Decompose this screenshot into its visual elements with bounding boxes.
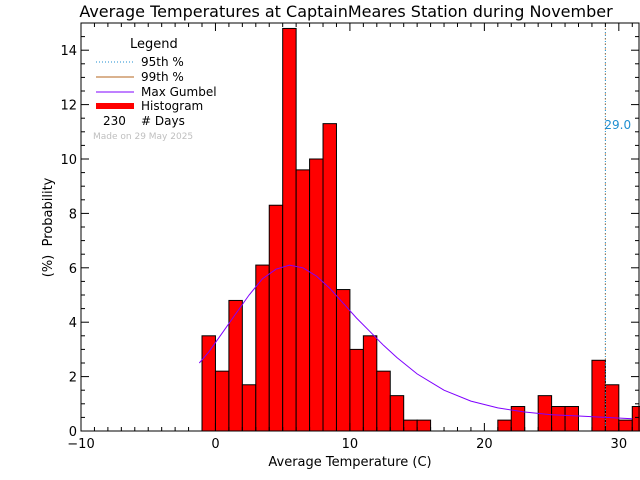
y-tick-label: 8 xyxy=(69,207,77,222)
y-tick-label: 14 xyxy=(60,44,77,59)
legend-days-count: 230 xyxy=(103,114,126,128)
histogram-bar xyxy=(268,204,284,432)
x-axis-label: Average Temperature (C) xyxy=(268,455,431,470)
y-axis-unit: (%) xyxy=(41,255,56,278)
histogram-bar xyxy=(618,419,633,432)
percentile-95-label: 29.0 xyxy=(604,118,631,132)
histogram-bar xyxy=(564,406,579,432)
histogram-bar xyxy=(335,289,351,432)
histogram-bar xyxy=(376,370,391,432)
x-tick-label: 10 xyxy=(342,437,359,452)
x-tick-label: −10 xyxy=(67,437,94,452)
histogram-bar xyxy=(551,406,566,432)
histogram-bar xyxy=(349,348,364,432)
histogram-bar xyxy=(389,395,405,432)
histogram-bar xyxy=(403,419,418,432)
histogram-bar xyxy=(322,123,337,432)
x-tick-label: 30 xyxy=(611,437,628,452)
gumbel-curve xyxy=(198,264,633,420)
histogram-bar xyxy=(201,335,216,432)
legend-title: Legend xyxy=(130,37,178,52)
chart-title: Average Temperatures at CaptainMeares St… xyxy=(79,2,613,21)
histogram-bar xyxy=(241,384,257,432)
x-tick-label: 20 xyxy=(476,437,493,452)
x-axis: −10 0 10 20 30 xyxy=(67,23,633,452)
y-axis-label: Probability xyxy=(41,177,56,246)
made-on-note: Made on 29 May 2025 xyxy=(93,132,193,142)
histogram-bar xyxy=(282,27,297,432)
y-tick-label: 6 xyxy=(69,262,77,277)
legend-label-histogram: Histogram xyxy=(141,99,203,113)
histogram-bar xyxy=(362,335,378,432)
legend-label-99: 99th % xyxy=(141,70,184,84)
y-tick-label: 2 xyxy=(69,371,77,386)
y-tick-label: 4 xyxy=(69,316,77,331)
legend: Legend 95th % 99th % Max Gumbel Histogra… xyxy=(93,37,217,142)
histogram-bar xyxy=(416,419,432,432)
legend-days-label: # Days xyxy=(141,114,185,128)
y-axis: 0 2 4 6 8 10 12 14 xyxy=(60,22,639,440)
histogram-bar xyxy=(497,419,512,432)
histogram-bars xyxy=(201,27,640,432)
legend-label-95: 95th % xyxy=(141,55,184,69)
y-tick-label: 12 xyxy=(60,99,77,114)
histogram-bar xyxy=(255,264,270,432)
x-tick-label: 0 xyxy=(211,437,219,452)
histogram-bar xyxy=(604,384,620,432)
histogram-bar xyxy=(591,359,606,432)
y-tick-label: 0 xyxy=(69,425,77,440)
histogram-bar xyxy=(214,370,230,432)
legend-label-gumbel: Max Gumbel xyxy=(141,85,217,99)
histogram-bar xyxy=(295,169,311,432)
histogram-bar xyxy=(309,158,324,432)
y-tick-label: 10 xyxy=(60,153,77,168)
